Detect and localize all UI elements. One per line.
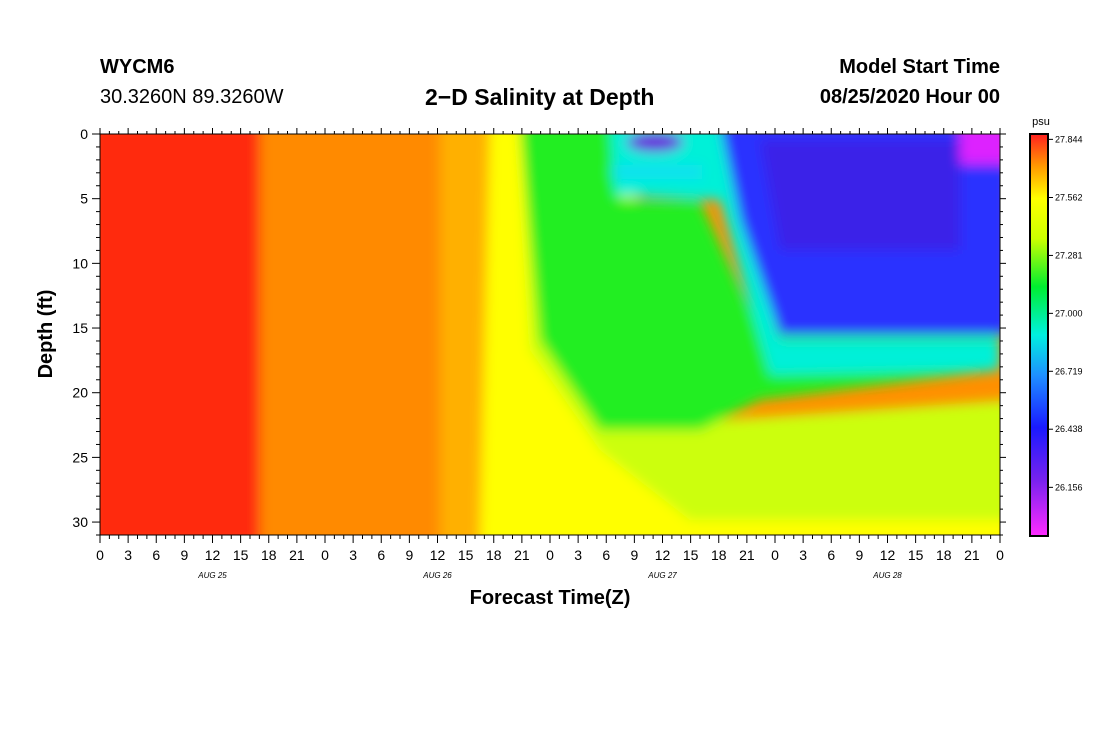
y-tick-label: 10 xyxy=(72,255,88,271)
field-cyan-strip xyxy=(612,165,702,179)
colorbar-tick-label: 27.562 xyxy=(1055,192,1083,202)
x-tick-label: 12 xyxy=(655,547,671,563)
x-tick-label: 18 xyxy=(936,547,952,563)
x-tick-label: 15 xyxy=(233,547,249,563)
x-tick-label: 21 xyxy=(514,547,530,563)
x-axis-title: Forecast Time(Z) xyxy=(470,587,631,609)
x-tick-label: 21 xyxy=(964,547,980,563)
y-axis-title: Depth (ft) xyxy=(35,290,57,379)
colorbar-tick-label: 26.156 xyxy=(1055,482,1083,492)
y-axis: 0 5 10 15 20 25 30 xyxy=(72,126,1006,536)
colorbar: psu 27.844 27.562 27.281 27.000 26.719 26.438… xyxy=(1029,116,1083,537)
x-tick-label: 9 xyxy=(855,547,863,563)
y-tick-label: 0 xyxy=(80,126,88,142)
x-tick-label: 9 xyxy=(630,547,638,563)
colorbar-tick-label: 26.438 xyxy=(1055,424,1083,434)
station-coordinates: 30.3260N 89.3260W xyxy=(100,86,284,108)
colorbar-scale xyxy=(1029,133,1049,537)
x-tick-label: 15 xyxy=(683,547,699,563)
field-orange-red xyxy=(160,134,260,535)
day-label: AUG 26 xyxy=(422,571,452,580)
x-tick-label: 6 xyxy=(152,547,160,563)
x-tick-label: 15 xyxy=(458,547,474,563)
x-tick-label: 12 xyxy=(430,547,446,563)
colorbar-tick-label: 27.000 xyxy=(1055,308,1083,318)
model-start-label: Model Start Time xyxy=(839,56,1000,78)
x-tick-label: 6 xyxy=(377,547,385,563)
x-tick-label: 12 xyxy=(205,547,221,563)
x-tick-label: 21 xyxy=(289,547,305,563)
day-label: AUG 27 xyxy=(647,571,677,580)
x-tick-label: 0 xyxy=(996,547,1004,563)
y-tick-label: 5 xyxy=(80,191,88,207)
y-tick-label: 20 xyxy=(72,385,88,401)
x-tick-label: 0 xyxy=(546,547,554,563)
colorbar-tick-label: 27.281 xyxy=(1055,250,1083,260)
x-tick-label: 3 xyxy=(124,547,132,563)
x-tick-label: 6 xyxy=(827,547,835,563)
x-tick-label: 0 xyxy=(96,547,104,563)
chart-title: 2−D Salinity at Depth xyxy=(425,84,655,110)
station-id: WYCM6 xyxy=(100,56,175,78)
x-tick-label: 3 xyxy=(799,547,807,563)
day-labels: AUG 25 AUG 26 AUG 27 AUG 28 xyxy=(197,571,902,580)
x-tick-label: 0 xyxy=(321,547,329,563)
y-tick-label: 30 xyxy=(72,514,88,530)
x-tick-label: 12 xyxy=(880,547,896,563)
field-orange xyxy=(260,134,460,535)
x-tick-label: 18 xyxy=(486,547,502,563)
x-tick-label: 6 xyxy=(602,547,610,563)
x-tick-label: 15 xyxy=(908,547,924,563)
x-tick-label: 9 xyxy=(405,547,413,563)
x-tick-label: 18 xyxy=(261,547,277,563)
colorbar-tick-label: 27.844 xyxy=(1055,134,1083,144)
field-deep-blue xyxy=(760,140,960,250)
x-tick-label: 0 xyxy=(771,547,779,563)
y-tick-label: 15 xyxy=(72,320,88,336)
x-axis: 0 3 6 9 12 15 18 21 0 3 6 9 12 15 18 21 0 3 6 9 12 15 18 21 0 3 6 9… xyxy=(96,128,1004,563)
model-start-value: 08/25/2020 Hour 00 xyxy=(819,86,1000,108)
x-tick-label: 18 xyxy=(711,547,727,563)
field-magenta xyxy=(960,134,1000,164)
field-cyan-band xyxy=(610,134,1000,375)
colorbar-unit: psu xyxy=(1032,116,1050,128)
salinity-heatmap xyxy=(100,134,1000,535)
y-tick-label: 25 xyxy=(72,449,88,465)
colorbar-ticks: 27.844 27.562 27.281 27.000 26.719 26.438 26.1… xyxy=(1048,134,1083,492)
x-tick-label: 3 xyxy=(349,547,357,563)
field-surface-purple xyxy=(627,134,683,152)
x-tick-label: 3 xyxy=(574,547,582,563)
day-label: AUG 25 xyxy=(197,571,227,580)
x-tick-label: 9 xyxy=(180,547,188,563)
day-label: AUG 28 xyxy=(872,571,902,580)
x-tick-label: 21 xyxy=(739,547,755,563)
colorbar-tick-label: 26.719 xyxy=(1055,366,1083,376)
